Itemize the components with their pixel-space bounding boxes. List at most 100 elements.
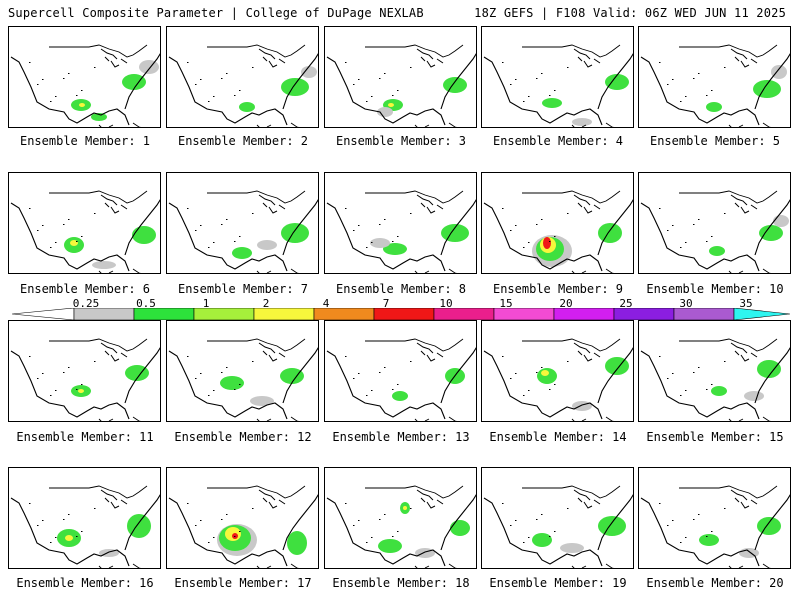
- coastline-outline: [10, 494, 160, 567]
- terrain-dot: [384, 73, 386, 74]
- scp-field-yellow: [79, 103, 85, 107]
- terrain-dot: [685, 242, 687, 243]
- map-plot: [10, 338, 160, 421]
- terrain-dot: [672, 225, 674, 226]
- terrain-dot: [68, 219, 70, 220]
- terrain-dot: [502, 208, 504, 209]
- terrain-dot: [379, 78, 381, 79]
- coastline-outline: [483, 53, 633, 126]
- terrain-dot: [502, 356, 504, 357]
- terrain-dot: [724, 67, 726, 68]
- terrain-dot: [63, 78, 65, 79]
- forecast-valid-time: 18Z GEFS | F108 Valid: 06Z WED JUN 11 20…: [474, 6, 786, 20]
- border-outline: [679, 190, 778, 204]
- coastline-outline: [326, 53, 476, 126]
- terrain-dot: [345, 62, 347, 63]
- terrain-dot: [358, 373, 360, 374]
- terrain-dot: [195, 378, 197, 379]
- terrain-dot: [221, 224, 223, 225]
- terrain-dot: [667, 84, 669, 85]
- scp-field-green: [757, 517, 781, 535]
- scp-field-yellow: [78, 389, 84, 393]
- terrain-dot: [549, 389, 551, 390]
- terrain-dot: [510, 230, 512, 231]
- colorbar-tick-label: 20: [559, 297, 573, 310]
- scp-field-green: [287, 531, 307, 555]
- terrain-dot: [213, 96, 215, 97]
- terrain-dot: [554, 384, 556, 385]
- colorbar-tick-label: 4: [322, 297, 330, 310]
- ensemble-member-caption: Ensemble Member: 17: [174, 576, 312, 590]
- border-outline: [365, 338, 464, 352]
- coastline-outline: [326, 494, 476, 567]
- terrain-dot: [200, 79, 202, 80]
- terrain-dot: [567, 213, 569, 214]
- terrain-dot: [68, 73, 70, 74]
- scp-field-green: [232, 247, 252, 259]
- terrain-dot: [200, 225, 202, 226]
- terrain-dot: [195, 230, 197, 231]
- terrain-dot: [724, 213, 726, 214]
- terrain-dot: [239, 90, 241, 91]
- terrain-dot: [724, 508, 726, 509]
- coastline-outline: [326, 199, 476, 272]
- terrain-dot: [252, 361, 254, 362]
- scp-field-green: [699, 534, 719, 546]
- terrain-dot: [515, 373, 517, 374]
- terrain-dot: [76, 95, 78, 96]
- terrain-dot: [200, 520, 202, 521]
- map-plot: [326, 44, 476, 127]
- terrain-dot: [55, 537, 57, 538]
- coastline-outline: [640, 347, 790, 420]
- terrain-dot: [353, 84, 355, 85]
- colorbar: [12, 308, 790, 320]
- terrain-dot: [358, 79, 360, 80]
- terrain-dot: [81, 531, 83, 532]
- terrain-dot: [37, 230, 39, 231]
- terrain-dot: [502, 62, 504, 63]
- terrain-dot: [515, 79, 517, 80]
- map-plot: [326, 338, 476, 421]
- terrain-dot: [672, 373, 674, 374]
- map-plot: [483, 44, 633, 127]
- ensemble-member-map: [8, 320, 161, 422]
- border-outline: [522, 190, 621, 204]
- gulf-islands-outline: [571, 563, 614, 568]
- terrain-dot: [94, 361, 96, 362]
- terrain-dot: [358, 225, 360, 226]
- terrain-dot: [76, 536, 78, 537]
- terrain-dot: [549, 536, 551, 537]
- ensemble-member-map: [638, 172, 791, 274]
- terrain-dot: [187, 62, 189, 63]
- map-plot: [168, 485, 318, 568]
- terrain-dot: [221, 78, 223, 79]
- terrain-dot: [523, 101, 525, 102]
- border-outline: [49, 485, 148, 499]
- scp-field-green: [537, 368, 557, 384]
- terrain-dot: [42, 520, 44, 521]
- great-lakes-outline: [258, 48, 286, 68]
- coastline-outline: [483, 199, 633, 272]
- scp-field-gray: [560, 543, 584, 553]
- terrain-dot: [510, 525, 512, 526]
- terrain-dot: [706, 389, 708, 390]
- terrain-dot: [410, 213, 412, 214]
- terrain-dot: [667, 230, 669, 231]
- terrain-dot: [528, 242, 530, 243]
- gulf-islands-outline: [98, 268, 141, 273]
- scp-field-green: [542, 98, 562, 108]
- terrain-dot: [680, 542, 682, 543]
- terrain-dot: [50, 247, 52, 248]
- terrain-dot: [384, 219, 386, 220]
- terrain-dot: [213, 537, 215, 538]
- ensemble-member-map: [481, 26, 634, 128]
- border-outline: [679, 338, 778, 352]
- terrain-dot: [208, 101, 210, 102]
- ensemble-member-caption: Ensemble Member: 10: [646, 282, 784, 296]
- terrain-dot: [528, 390, 530, 391]
- terrain-dot: [234, 95, 236, 96]
- scp-field-green: [598, 516, 626, 536]
- colorbar-tick-label: 10: [439, 297, 453, 310]
- terrain-dot: [410, 361, 412, 362]
- terrain-dot: [81, 384, 83, 385]
